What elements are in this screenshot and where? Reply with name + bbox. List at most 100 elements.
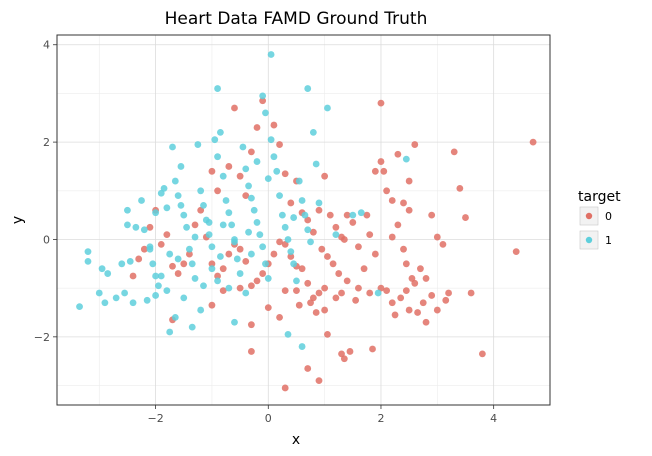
legend-swatch-0: [585, 212, 593, 220]
scatter-point-target-0: [253, 277, 261, 285]
scatter-point-target-0: [394, 221, 402, 229]
scatter-point-target-0: [321, 284, 329, 292]
x-axis-title: x: [292, 432, 300, 448]
scatter-point-target-0: [253, 124, 261, 131]
scatter-point-target-0: [276, 238, 283, 246]
scatter-point-target-0: [307, 299, 314, 307]
scatter-point-target-1: [298, 197, 306, 204]
scatter-point-target-0: [355, 284, 362, 292]
scatter-point-target-1: [157, 189, 165, 197]
y-tick-label: 4: [43, 39, 50, 52]
scatter-point-target-0: [414, 309, 421, 316]
y-tick-label: −2: [34, 331, 50, 344]
scatter-point-target-0: [295, 301, 303, 309]
scatter-point-target-0: [377, 99, 385, 107]
scatter-point-target-1: [374, 289, 382, 297]
scatter-point-target-1: [349, 211, 357, 219]
x-tick-label: 4: [490, 412, 497, 425]
scatter-point-target-0: [335, 270, 343, 277]
scatter-point-target-0: [270, 121, 278, 129]
scatter-point-target-1: [166, 328, 174, 336]
points: [76, 51, 537, 392]
scatter-point-target-1: [205, 219, 213, 226]
scatter-point-target-1: [293, 277, 300, 285]
scatter-point-target-0: [363, 211, 371, 219]
scatter-point-target-0: [343, 277, 351, 285]
scatter-point-target-0: [422, 275, 430, 282]
scatter-point-target-0: [360, 265, 368, 273]
scatter-point-target-0: [366, 289, 374, 297]
scatter-point-target-0: [352, 296, 360, 304]
scatter-point-target-1: [188, 323, 196, 331]
scatter-point-target-1: [219, 221, 227, 229]
scatter-point-target-1: [166, 250, 174, 258]
scatter-point-target-1: [177, 201, 185, 209]
scatter-point-target-1: [157, 272, 165, 280]
legend-item-1: 1: [579, 230, 612, 250]
scatter-point-target-1: [183, 223, 190, 231]
scatter-point-target-1: [262, 109, 269, 117]
scatter-point-target-0: [442, 296, 450, 304]
scatter-point-target-0: [276, 313, 283, 321]
axis-ticks: −2 0 2 4 −2 0 2 4: [34, 39, 497, 425]
scatter-point-target-1: [124, 221, 131, 229]
scatter-point-target-0: [388, 197, 396, 204]
scatter-point-target-0: [315, 206, 323, 214]
scatter-point-target-0: [321, 306, 329, 314]
scatter-point-target-1: [298, 343, 306, 350]
scatter-point-target-0: [146, 223, 154, 231]
scatter-point-target-1: [264, 275, 272, 282]
scatter-point-target-0: [287, 253, 295, 260]
legend-title: target: [578, 189, 621, 205]
scatter-point-target-1: [76, 303, 83, 311]
scatter-point-target-0: [163, 231, 171, 239]
scatter-point-target-0: [208, 260, 216, 268]
scatter-point-target-1: [245, 228, 252, 236]
scatter-point-target-0: [236, 284, 244, 292]
scatter-point-target-0: [281, 170, 289, 178]
scatter-point-target-0: [433, 306, 441, 314]
scatter-point-target-1: [152, 272, 160, 280]
scatter-point-target-1: [101, 299, 109, 307]
scatter-point-target-0: [191, 221, 199, 229]
scatter-point-target-0: [417, 265, 424, 273]
scatter-point-target-0: [371, 250, 379, 258]
scatter-point-target-1: [98, 265, 106, 273]
scatter-point-target-0: [478, 350, 486, 358]
scatter-point-target-1: [191, 275, 199, 282]
scatter-point-target-0: [225, 163, 233, 170]
chart-title: Heart Data FAMD Ground Truth: [165, 9, 428, 29]
scatter-point-target-1: [200, 282, 207, 290]
scatter-point-target-0: [231, 104, 238, 112]
scatter-point-target-1: [138, 197, 145, 204]
scatter-point-target-0: [259, 97, 267, 105]
scatter-point-target-1: [290, 214, 298, 221]
scatter-point-target-0: [214, 272, 221, 280]
scatter-point-target-1: [228, 221, 236, 229]
scatter-point-target-1: [233, 255, 241, 263]
scatter-point-target-0: [186, 250, 193, 258]
scatter-point-target-0: [264, 304, 272, 312]
scatter-point-target-1: [231, 236, 238, 243]
scatter-point-target-1: [324, 104, 331, 112]
scatter-point-target-1: [84, 248, 92, 256]
scatter-point-target-1: [214, 277, 221, 285]
scatter-point-target-1: [180, 211, 188, 219]
scatter-point-target-0: [343, 211, 351, 219]
x-tick-label: 0: [265, 412, 272, 425]
scatter-point-target-1: [307, 238, 314, 246]
scatter-point-target-1: [287, 248, 295, 256]
scatter-point-target-0: [129, 272, 137, 280]
scatter-point-target-1: [208, 265, 216, 273]
scatter-point-target-0: [371, 167, 379, 175]
scatter-point-target-0: [324, 331, 331, 338]
scatter-point-target-1: [225, 284, 233, 292]
scatter-point-target-0: [529, 138, 537, 146]
scatter-point-target-1: [264, 175, 272, 183]
scatter-point-target-0: [208, 301, 216, 309]
scatter-point-target-1: [112, 294, 120, 302]
scatter-point-target-1: [259, 92, 267, 100]
scatter-point-target-0: [380, 167, 388, 175]
scatter-point-target-0: [332, 294, 340, 302]
scatter-point-target-1: [304, 226, 312, 234]
